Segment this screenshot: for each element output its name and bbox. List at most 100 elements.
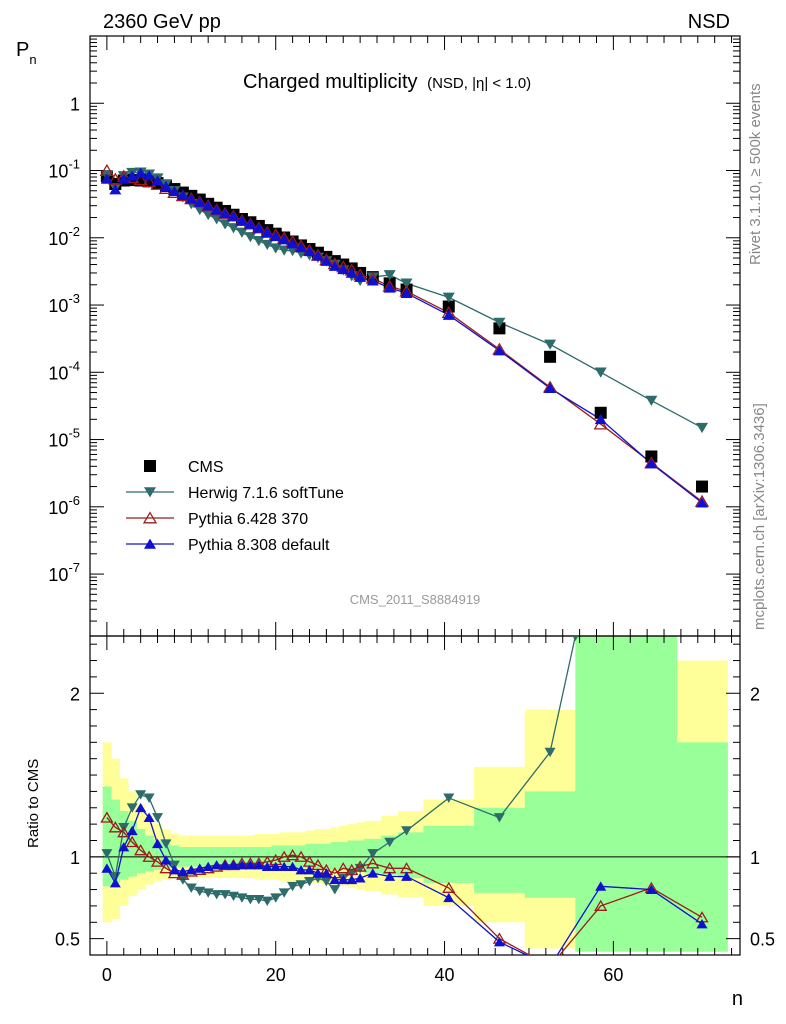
ratio-data-point [194,863,206,873]
ratio-series-line [106,806,703,955]
main-data-point [252,236,265,247]
ratio-frame [89,635,741,956]
ratio-data-point [211,860,223,870]
rivet-side-label: Rivet 3.1.10, ≥ 500k events [747,83,764,265]
ratio-data-point [594,899,608,911]
main-data-point [151,175,164,186]
ratio-y-tick-label-right: 1 [750,848,760,868]
ratio-data-point [185,864,197,875]
ratio-data-point [244,894,256,905]
main-data-point [544,339,557,350]
ratio-data-point [126,825,138,836]
ratio-y-tick-label: 1 [70,848,80,868]
ratio-data-point [336,862,350,874]
ratio-data-point [219,890,231,900]
ratio-data-point [125,835,139,848]
main-data-point [442,292,455,303]
ratio-data-point [287,861,299,872]
ratio-data-point [253,860,265,870]
y-tick-exponent: -3 [68,291,80,306]
band-inner-bin [524,791,576,898]
ratio-series-line [106,636,577,902]
title-suffix: (NSD, |η| < 1.0) [427,75,531,92]
main-data-point [493,345,506,356]
legend-label: Pythia 8.308 default [188,537,330,554]
main-data-point [100,173,113,184]
ratio-data-point [401,826,413,836]
main-data-point [400,278,413,289]
y-tick-label: 10-5 [48,426,80,451]
ratio-data-point [100,811,114,823]
x-tick-label: 40 [435,965,455,985]
main-data-point [696,480,709,493]
y-tick-base: 10 [48,565,68,585]
ratio-data-point [572,636,579,641]
ratio-data-point [160,839,172,849]
ratio-data-point [228,891,240,902]
main-data-point [159,181,172,192]
band-inner-bin [575,636,627,952]
ratio-data-point [384,871,396,881]
main-data-point [493,317,506,328]
main-data-point [278,234,291,245]
main-data-point [295,241,308,253]
main-data-point [594,413,607,425]
ratio-data-point [443,892,455,903]
band-inner-bin [330,842,340,870]
main-data-point [133,173,148,186]
main-data-point [109,184,122,195]
ratio-data-point [544,747,556,758]
main-data-point [185,193,198,204]
ratio-data-point [109,872,121,882]
y-tick-base: 10 [48,229,68,249]
ratio-series-group [100,636,709,955]
band-inner-bin [111,799,121,884]
legend-label: Pythia 6.428 370 [188,511,308,528]
ratio-data-point [101,863,113,873]
ratio-data-point [312,868,324,878]
y-tick-exponent: -7 [68,560,80,575]
main-series-line [106,172,703,504]
y-tick-exponent: -6 [68,493,80,508]
ratio-y-tick-label: 0.5 [55,930,80,950]
ratio-data-point [228,860,240,870]
axes-frames [89,35,741,956]
y-tick-label: 10-1 [48,157,80,182]
y-tick-exponent: -1 [68,157,80,172]
main-data-point [193,196,206,207]
source-side-label: mcplots.cern.ch [arXiv:1306.3436] [751,403,768,630]
ratio-data-point [143,793,155,803]
main-data-point [544,350,557,363]
main-data-point [126,170,139,181]
ratio-data-point [270,893,282,903]
main-data-point [117,173,130,184]
main-data-point [261,227,274,238]
main-data-point [219,208,232,219]
ratio-data-point [118,842,130,852]
y-tick-base: 10 [48,498,68,518]
ratio-data-point [270,861,282,872]
ratio-data-point [367,868,379,878]
ratio-data-point [194,886,206,897]
main-data-point [168,185,181,197]
x-tick-label: 20 [266,965,286,985]
ratio-y-tick-label-right: 2 [750,684,760,704]
legend-marker [142,511,158,524]
main-data-point [645,395,658,406]
ratio-data-point [595,881,607,891]
ratio-data-point [244,860,256,870]
ratio-data-point [159,862,173,874]
ratio-data-point [135,790,147,800]
ratio-data-point [101,849,113,859]
main-data-point [134,167,147,178]
ratio-data-point [202,888,214,898]
y-tick-exponent: -4 [68,358,80,373]
ratio-data-point [278,861,290,872]
ratio-data-point [367,849,379,859]
ratio-data-point [185,883,197,893]
ratio-data-point [354,873,366,883]
y-axis-label-ratio: Ratio to CMS [25,759,42,848]
ratio-y-tick-label: 2 [70,684,80,704]
x-tick-label: 60 [603,965,623,985]
ratio-data-point [152,838,164,849]
